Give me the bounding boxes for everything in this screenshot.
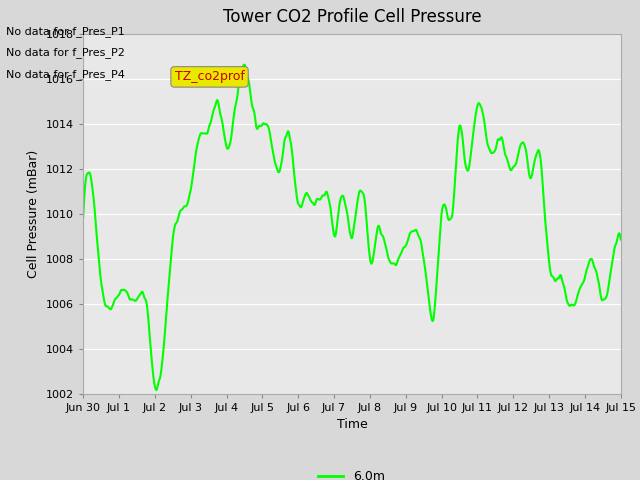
Legend: 6.0m: 6.0m bbox=[314, 465, 390, 480]
Title: Tower CO2 Profile Cell Pressure: Tower CO2 Profile Cell Pressure bbox=[223, 9, 481, 26]
Text: No data for f_Pres_P2: No data for f_Pres_P2 bbox=[6, 47, 125, 58]
Y-axis label: Cell Pressure (mBar): Cell Pressure (mBar) bbox=[28, 149, 40, 278]
X-axis label: Time: Time bbox=[337, 418, 367, 431]
Text: TZ_co2prof: TZ_co2prof bbox=[175, 71, 244, 84]
Text: No data for f_Pres_P4: No data for f_Pres_P4 bbox=[6, 69, 125, 80]
Text: No data for f_Pres_P1: No data for f_Pres_P1 bbox=[6, 25, 125, 36]
